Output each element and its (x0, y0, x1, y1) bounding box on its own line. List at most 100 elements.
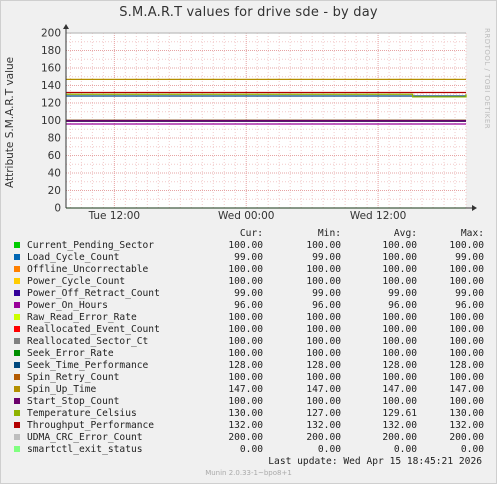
legend-max-value: 130.00 (449, 408, 484, 419)
legend-row: Seek_Error_Rate 100.00 100.00 100.00 100.00 (11, 348, 491, 360)
legend-min-value: 100.00 (306, 348, 341, 359)
legend: Cur: Min: Avg: Max: Current_Pending_Sect… (11, 228, 491, 456)
rrdtool-credit: RRDTOOL / TOBI OETIKER (483, 28, 491, 130)
legend-row: Seek_Time_Performance 128.00 128.00 128.00 1… (11, 360, 491, 372)
y-axis-arrow (63, 24, 69, 29)
legend-min-value: 96.00 (312, 300, 341, 311)
legend-series-name: Temperature_Celsius (27, 408, 137, 419)
legend-series-name: Power_On_Hours (27, 300, 108, 311)
legend-series-name: Power_Cycle_Count (27, 276, 126, 287)
y-tick-label: 160 (41, 63, 61, 75)
legend-cur-value: 128.00 (228, 360, 263, 371)
legend-swatch (14, 338, 20, 344)
legend-row: Power_Off_Retract_Count 99.00 99.00 99.00 99… (11, 288, 491, 300)
legend-max-value: 200.00 (449, 432, 484, 443)
legend-swatch (14, 446, 20, 452)
legend-row: Power_On_Hours 96.00 96.00 96.00 96.00 (11, 300, 491, 312)
legend-series-name: Reallocated_Sector_Ct (27, 336, 149, 347)
y-tick-label: 60 (48, 150, 61, 162)
legend-min-value: 147.00 (306, 384, 341, 395)
legend-row: Spin_Up_Time 147.00 147.00 147.00 147.00 (11, 384, 491, 396)
legend-cur-value: 100.00 (228, 324, 263, 335)
legend-row: UDMA_CRC_Error_Count 200.00 200.00 200.00 20… (11, 432, 491, 444)
y-tick-label: 20 (48, 185, 61, 197)
legend-cur-value: 147.00 (228, 384, 263, 395)
last-update: Last update: Wed Apr 15 18:45:21 2026 (268, 456, 482, 467)
legend-max-value: 100.00 (449, 312, 484, 323)
legend-cur-value: 100.00 (228, 348, 263, 359)
legend-min-value: 100.00 (306, 240, 341, 251)
legend-min-value: 99.00 (312, 252, 341, 263)
legend-max-value: 100.00 (449, 372, 484, 383)
legend-max-value: 132.00 (449, 420, 484, 431)
legend-row: Power_Cycle_Count 100.00 100.00 100.00 100.0… (11, 276, 491, 288)
legend-header: Cur: Min: Avg: Max: (11, 228, 491, 240)
legend-series-name: Seek_Error_Rate (27, 348, 114, 359)
plot-area: 0 20 40 60 80 100 120 140 160 180 200 Tue 12:00 Wed … (41, 24, 477, 222)
legend-max-value: 99.00 (455, 288, 484, 299)
legend-row: smartctl_exit_status 0.00 0.00 0.00 0.00 (11, 444, 491, 456)
legend-min-value: 0.00 (317, 444, 341, 455)
legend-max-value: 100.00 (449, 348, 484, 359)
legend-min-value: 127.00 (306, 408, 341, 419)
series-line (66, 93, 467, 98)
legend-avg-value: 100.00 (382, 240, 417, 251)
legend-avg-value: 100.00 (382, 276, 417, 287)
chart-title: S.M.A.R.T values for drive sde - by day (119, 5, 378, 20)
legend-swatch (14, 422, 20, 428)
legend-avg-value: 100.00 (382, 264, 417, 275)
legend-max-value: 99.00 (455, 252, 484, 263)
x-tick-label: Wed 12:00 (350, 210, 407, 222)
legend-cur-value: 0.00 (239, 444, 263, 455)
legend-cur-value: 132.00 (228, 420, 263, 431)
legend-series-name: Power_Off_Retract_Count (27, 288, 160, 299)
legend-avg-value: 99.00 (388, 288, 417, 299)
legend-avg-value: 100.00 (382, 312, 417, 323)
legend-max-value: 96.00 (455, 300, 484, 311)
y-tick-label: 140 (41, 80, 61, 92)
legend-row: Spin_Retry_Count 100.00 100.00 100.00 100.00 (11, 372, 491, 384)
legend-cur-value: 100.00 (228, 264, 263, 275)
legend-swatch (14, 350, 20, 356)
legend-series-name: Reallocated_Event_Count (27, 324, 160, 335)
legend-avg-value: 100.00 (382, 336, 417, 347)
legend-avg-value: 100.00 (382, 396, 417, 407)
legend-swatch (14, 434, 20, 440)
legend-min-value: 99.00 (312, 288, 341, 299)
legend-swatch (14, 398, 20, 404)
legend-row: Start_Stop_Count 100.00 100.00 100.00 100.00 (11, 396, 491, 408)
legend-max-value: 100.00 (449, 324, 484, 335)
legend-swatch (14, 278, 20, 284)
legend-avg-value: 100.00 (382, 252, 417, 263)
legend-series-name: Raw_Read_Error_Rate (27, 312, 137, 323)
legend-row: Reallocated_Sector_Ct 100.00 100.00 100.00 1… (11, 336, 491, 348)
legend-swatch (14, 410, 20, 416)
y-tick-label: 200 (41, 28, 61, 40)
legend-min-value: 100.00 (306, 336, 341, 347)
legend-row: Temperature_Celsius 130.00 127.00 129.61 130… (11, 408, 491, 420)
legend-max-value: 147.00 (449, 384, 484, 395)
legend-series-name: Seek_Time_Performance (27, 360, 149, 371)
legend-cur-value: 100.00 (228, 312, 263, 323)
x-tick-label: Wed 00:00 (218, 210, 275, 222)
legend-avg-value: 132.00 (382, 420, 417, 431)
legend-avg-value: 0.00 (393, 444, 417, 455)
legend-swatch (14, 374, 20, 380)
legend-header-max: Max: (460, 228, 484, 239)
legend-avg-value: 100.00 (382, 324, 417, 335)
legend-series-name: Spin_Up_Time (27, 384, 97, 395)
legend-series-name: Current_Pending_Sector (27, 240, 155, 251)
legend-swatch (14, 302, 20, 308)
legend-min-value: 132.00 (306, 420, 341, 431)
legend-row: Reallocated_Event_Count 100.00 100.00 100.0… (11, 324, 491, 336)
legend-cur-value: 99.00 (234, 288, 263, 299)
legend-cur-value: 100.00 (228, 372, 263, 383)
munin-version: Munin 2.0.33-1~bpo8+1 (205, 469, 292, 477)
legend-max-value: 100.00 (449, 240, 484, 251)
legend-max-value: 100.00 (449, 396, 484, 407)
legend-avg-value: 128.00 (382, 360, 417, 371)
legend-row: Current_Pending_Sector 100.00 100.00 100.00… (11, 240, 491, 252)
legend-cur-value: 130.00 (228, 408, 263, 419)
legend-swatch (14, 314, 20, 320)
legend-avg-value: 200.00 (382, 432, 417, 443)
